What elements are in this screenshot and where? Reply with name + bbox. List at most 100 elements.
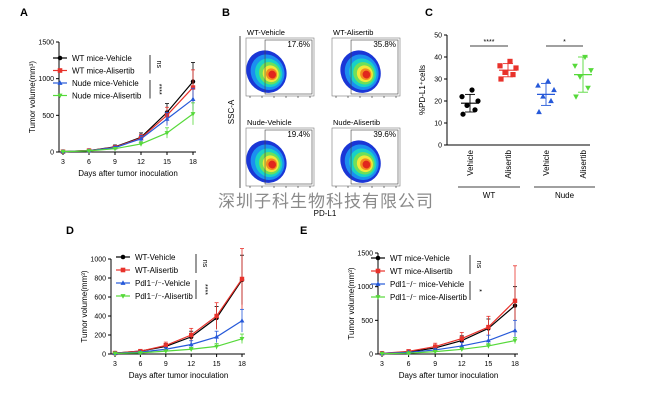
chart-d-legend-marker — [120, 254, 126, 260]
chart-a-x-tick-label: 18 — [189, 159, 197, 166]
chart-d-series-pdl1-alisertib — [112, 333, 245, 357]
chart-e-x-tick-label: 12 — [458, 361, 466, 368]
facs-gate-percent: 17.6% — [287, 40, 310, 49]
panel-label-c: C — [425, 7, 433, 19]
chart-c-point — [475, 98, 481, 104]
chart-e-x-axis-title: Days after tumor inoculation — [399, 371, 499, 380]
facs-gate — [350, 39, 399, 95]
chart-c-category-label: Alisertib — [579, 149, 588, 178]
chart-a-point-nude-mice-alisertib — [164, 131, 170, 136]
chart-c-series-nude-alisertib — [572, 54, 594, 100]
facs-plot-title: Nude-Vehicle — [247, 118, 292, 127]
chart-d-point-pdl1-alisertib — [239, 337, 245, 342]
chart-a-x-tick-label: 12 — [137, 159, 145, 166]
chart-d-y-tick-label: 0 — [102, 352, 106, 359]
chart-e-point-pdl1-mice-alisertib — [512, 338, 518, 344]
panel-label-d: D — [66, 225, 74, 237]
facs-gate-percent: 39.6% — [373, 130, 396, 139]
chart-a-point-nude-mice-alisertib — [112, 146, 118, 152]
chart-e-point-pdl1-mice-vehicle — [512, 327, 518, 333]
chart-a-y-tick-label: 1500 — [38, 40, 54, 47]
chart-e-x-tick-label: 18 — [511, 361, 519, 368]
chart-a-x-tick-label: 9 — [113, 159, 117, 166]
chart-d-point-wt-alisertib — [163, 343, 168, 348]
chart-e-line-wt-mice-alisertib — [381, 300, 516, 354]
chart-c-point — [548, 97, 554, 104]
chart-a-point-nude-mice-alisertib — [190, 112, 196, 117]
chart-a-line-nude-mice-vehicle — [62, 98, 194, 153]
facs-plot-nude-alisertib: Nude-Alisertib 39.6% — [331, 118, 401, 188]
chart-d-line-pdl1-alisertib — [114, 338, 243, 355]
chart-a-point-nude-mice-alisertib — [138, 142, 144, 147]
chart-a-point-nude-mice-alisertib — [60, 149, 66, 155]
chart-e-significance-label: * — [475, 289, 482, 292]
chart-c-point — [507, 58, 513, 64]
facs-gate-percent: 35.8% — [373, 40, 396, 49]
facs-plot-title: WT-Vehicle — [247, 28, 285, 37]
chart-c-category-label: Vehicle — [542, 149, 551, 175]
chart-a-point-nude-mice-vehicle — [190, 96, 196, 101]
chart-c-point — [513, 65, 519, 71]
chart-c-category-label: Vehicle — [466, 149, 475, 175]
chart-e-line-pdl1-mice-alisertib — [381, 339, 516, 355]
chart-d-y-tick-label: 400 — [94, 314, 106, 321]
chart-a-legend-marker — [57, 93, 63, 99]
chart-e-point-wt-mice-alisertib — [512, 298, 518, 304]
facs-gate — [264, 39, 313, 95]
chart-c-point — [502, 69, 508, 75]
chart-d-point-pdl1-alisertib — [214, 344, 220, 350]
chart-c-significance-label: **** — [484, 39, 495, 46]
chart-c-point — [540, 93, 546, 99]
chart-e-x-tick-label: 9 — [433, 361, 437, 368]
chart-e-legend-text: WT mice-Alisertib — [390, 267, 453, 276]
chart-c-y-tick-label: 40 — [434, 55, 442, 62]
chart-e-point-pdl1-mice-alisertib — [379, 351, 385, 357]
chart-a-series-nude-mice-alisertib — [60, 102, 196, 155]
chart-c-point — [577, 74, 583, 80]
chart-d-x-tick-label: 15 — [213, 361, 221, 368]
chart-c: 0 10 20 30 40 50 %PD-L1⁺cells Vehicle Alisertib V… — [418, 33, 595, 200]
chart-e-series-pdl1-mice-alisertib — [379, 337, 518, 357]
chart-c-point — [459, 94, 465, 100]
chart-a-y-tick-label: 0 — [50, 150, 54, 157]
chart-c-point — [535, 82, 541, 88]
chart-e-legend-text: Pdl1⁻/⁻ mice-Vehicle — [390, 280, 465, 289]
chart-e-y-axis-title: Tumor volume(mm³) — [347, 267, 356, 339]
chart-c-point — [582, 54, 588, 61]
chart-d-x-tick-label: 3 — [113, 361, 117, 368]
chart-a-legend-marker — [57, 55, 63, 61]
chart-d-legend-marker — [120, 280, 126, 285]
chart-e-point-pdl1-mice-vehicle — [459, 343, 465, 348]
chart-a-significance-label: **** — [155, 84, 162, 95]
chart-d-significance-label: **** — [201, 284, 208, 295]
chart-c-y-tick-label: 0 — [438, 143, 442, 150]
chart-d-y-tick-label: 200 — [94, 333, 106, 340]
chart-d-line-wt-alisertib — [114, 278, 243, 354]
facs-y-axis-title: SSC-A — [227, 99, 236, 124]
chart-a-legend-text: WT mice-Alisertib — [72, 67, 135, 76]
chart-c-group-label: Nude — [555, 191, 575, 200]
chart-e-x-tick-label: 6 — [407, 361, 411, 368]
chart-c-point — [472, 107, 478, 113]
chart-d-series-pdl1-vehicle — [112, 308, 245, 355]
chart-e-y-tick-label: 1000 — [357, 284, 373, 291]
chart-c-point — [464, 102, 470, 108]
chart-d: 0 200 400 600 800 1000 3 6 9 12 15 18 Days after tum… — [80, 248, 246, 380]
chart-a-legend-marker — [57, 80, 63, 85]
chart-d-point-pdl1-alisertib — [163, 349, 169, 354]
chart-a-legend-text: Nude mice-Alisertib — [72, 92, 142, 101]
chart-e-x-tick-label: 15 — [485, 361, 493, 368]
chart-c-y-tick-label: 20 — [434, 99, 442, 106]
chart-c-point — [460, 111, 466, 117]
chart-d-point-pdl1-vehicle — [239, 318, 245, 323]
chart-a: 0 500 1000 1500 3 6 9 12 15 18 Days after tumor in… — [28, 40, 197, 179]
chart-c-series-nude-vehicle — [535, 78, 557, 115]
chart-a-x-tick-label: 6 — [87, 159, 91, 166]
chart-e-legend-marker — [375, 268, 381, 274]
chart-e-point-pdl1-mice-alisertib — [406, 351, 412, 356]
chart-e-point-wt-mice-alisertib — [459, 336, 464, 341]
chart-e-series-wt-mice-alisertib — [379, 265, 518, 356]
